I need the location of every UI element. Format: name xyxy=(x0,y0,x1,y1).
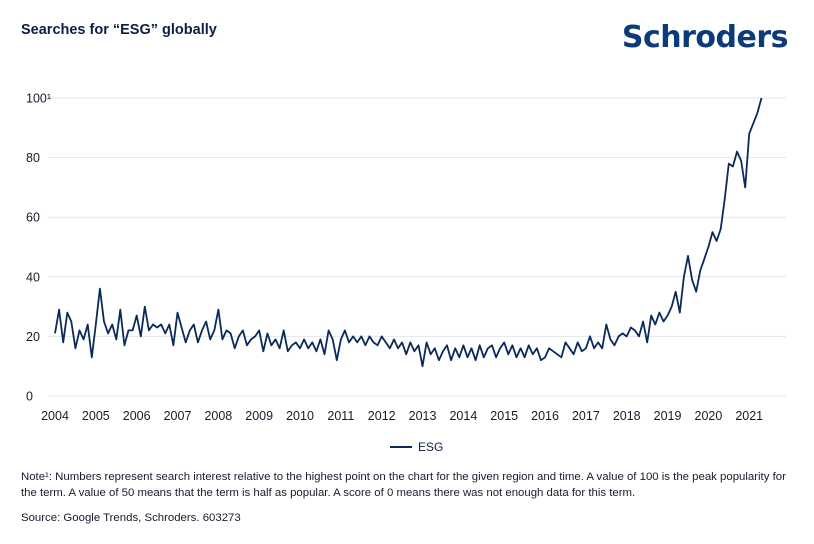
x-tick-label: 2010 xyxy=(286,409,314,423)
x-tick-label: 2009 xyxy=(245,409,273,423)
x-tick-label: 2012 xyxy=(368,409,396,423)
grid-lines xyxy=(48,97,786,397)
x-tick-label: 2018 xyxy=(613,409,641,423)
x-tick-label: 2017 xyxy=(572,409,600,423)
legend-swatch xyxy=(390,446,412,448)
x-tick-label: 2013 xyxy=(409,409,437,423)
x-tick-label: 2019 xyxy=(654,409,682,423)
y-tick-label: 80 xyxy=(26,151,40,165)
x-tick-label: 2014 xyxy=(449,409,477,423)
x-tick-label: 2004 xyxy=(41,409,69,423)
x-tick-label: 2007 xyxy=(164,409,192,423)
legend-label: ESG xyxy=(418,440,444,454)
y-tick-label: 0 xyxy=(26,390,33,404)
footnote: Note¹: Numbers represent search interest… xyxy=(21,471,786,499)
x-tick-label: 2008 xyxy=(204,409,232,423)
y-tick-label: 60 xyxy=(26,211,40,225)
x-tick-label: 2011 xyxy=(327,409,354,423)
y-tick-label: 40 xyxy=(26,270,40,284)
schroders-logo: Schroders xyxy=(621,20,789,55)
x-tick-label: 2005 xyxy=(82,409,110,423)
chart-title: Searches for “ESG” globally xyxy=(21,22,217,38)
legend: ESG xyxy=(390,440,443,454)
y-tick-label: 100¹ xyxy=(26,92,51,106)
y-tick-label: 20 xyxy=(26,330,40,344)
y-axis-ticks: 0 20 40 60 80 100¹ xyxy=(26,92,51,404)
source-text: Source: Google Trends, Schroders. 603273 xyxy=(21,512,241,524)
x-tick-label: 2015 xyxy=(490,409,518,423)
series-line-esg xyxy=(54,97,763,368)
x-axis-ticks: 2004 2005 2006 2007 2008 2009 2010 2011 2012 2013… xyxy=(41,409,763,423)
x-tick-label: 2021 xyxy=(735,409,763,423)
x-tick-label: 2020 xyxy=(695,409,723,423)
x-tick-label: 2006 xyxy=(123,409,151,423)
series-layer xyxy=(54,97,763,368)
x-tick-label: 2016 xyxy=(531,409,559,423)
